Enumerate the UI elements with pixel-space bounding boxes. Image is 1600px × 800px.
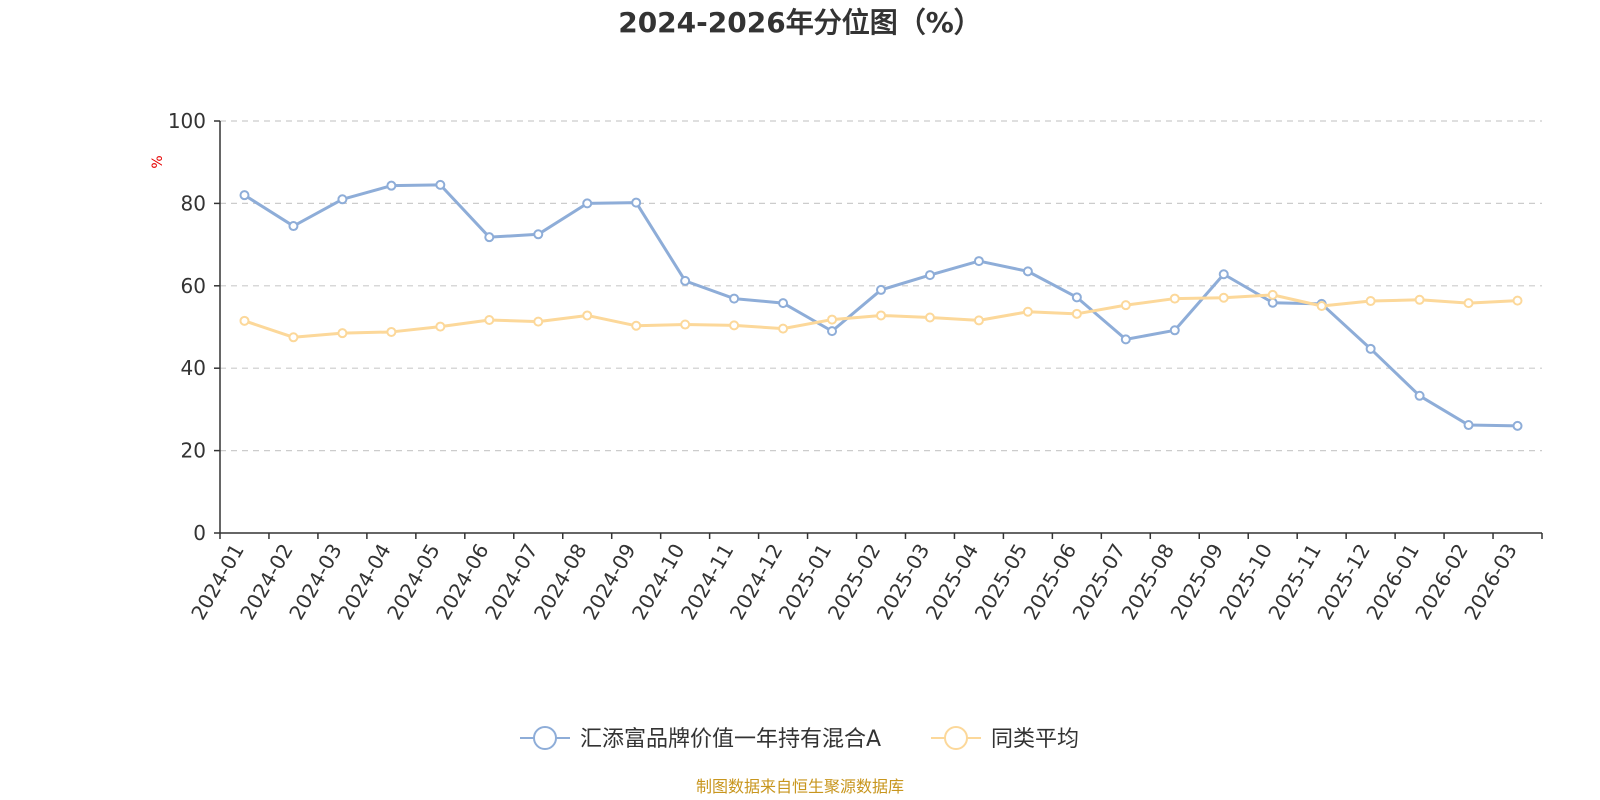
- data-point: [582, 198, 593, 209]
- data-point: [729, 320, 740, 331]
- data-point: [484, 232, 495, 243]
- data-point: [1365, 296, 1376, 307]
- data-point: [337, 194, 348, 205]
- axes: 0204060801002024-012024-022024-032024-04…: [168, 109, 1543, 624]
- data-point: [1169, 325, 1180, 336]
- legend-label: 同类平均: [991, 727, 1079, 752]
- legend-marker: [944, 726, 968, 750]
- legend[interactable]: 汇添富品牌价值一年持有混合A 同类平均: [520, 726, 1079, 752]
- data-point: [239, 315, 250, 326]
- data-point: [1022, 266, 1033, 277]
- data-point: [631, 197, 642, 208]
- data-point: [1120, 300, 1131, 311]
- data-point: [1414, 294, 1425, 305]
- data-point: [924, 312, 935, 323]
- data-point: [680, 319, 691, 330]
- data-point: [924, 270, 935, 281]
- data-point: [631, 320, 642, 331]
- legend-item-2[interactable]: 同类平均: [931, 726, 1079, 752]
- y-tick-label: 0: [193, 521, 206, 545]
- data-point: [827, 326, 838, 337]
- data-point: [582, 310, 593, 321]
- data-point: [1022, 306, 1033, 317]
- chart-title: 2024-2026年分位图（%）: [618, 6, 982, 39]
- data-point: [973, 315, 984, 326]
- data-point: [1071, 292, 1082, 303]
- data-point: [1267, 297, 1278, 308]
- data-point: [1414, 390, 1425, 401]
- legend-marker: [533, 726, 557, 750]
- data-point: [337, 328, 348, 339]
- y-tick-label: 80: [181, 191, 206, 215]
- data-point: [729, 293, 740, 304]
- y-axis-unit-label: %: [150, 155, 166, 168]
- data-point: [288, 332, 299, 343]
- data-point: [1365, 343, 1376, 354]
- series-lines: [239, 179, 1523, 431]
- legend-item-1[interactable]: 汇添富品牌价值一年持有混合A: [520, 726, 881, 752]
- data-point: [973, 256, 984, 267]
- data-point: [680, 275, 691, 286]
- data-point: [484, 314, 495, 325]
- data-point: [876, 310, 886, 321]
- data-source-note: 制图数据来自恒生聚源数据库: [696, 777, 904, 796]
- data-point: [1463, 420, 1474, 431]
- series-2: [239, 289, 1523, 343]
- data-point: [533, 316, 544, 327]
- y-tick-label: 20: [181, 439, 206, 463]
- data-point: [1218, 269, 1229, 280]
- legend-label: 汇添富品牌价值一年持有混合A: [580, 727, 881, 752]
- data-point: [1169, 293, 1180, 304]
- data-point: [1071, 308, 1082, 319]
- data-point: [435, 321, 446, 332]
- data-point: [778, 323, 789, 334]
- data-point: [1463, 298, 1474, 309]
- data-point: [435, 179, 446, 190]
- y-tick-label: 40: [181, 356, 206, 380]
- data-point: [533, 229, 544, 240]
- data-point: [1512, 420, 1523, 431]
- data-point: [288, 221, 299, 232]
- data-point: [1512, 295, 1523, 306]
- y-tick-label: 100: [168, 109, 206, 133]
- data-point: [1267, 289, 1278, 300]
- data-point: [1218, 292, 1229, 303]
- data-point: [386, 326, 397, 337]
- data-point: [827, 314, 838, 325]
- data-point: [1316, 300, 1327, 311]
- data-point: [778, 298, 789, 309]
- data-point: [1120, 334, 1131, 345]
- data-point: [386, 180, 397, 191]
- y-tick-label: 60: [181, 274, 206, 298]
- data-point: [239, 190, 250, 201]
- data-point: [876, 284, 886, 295]
